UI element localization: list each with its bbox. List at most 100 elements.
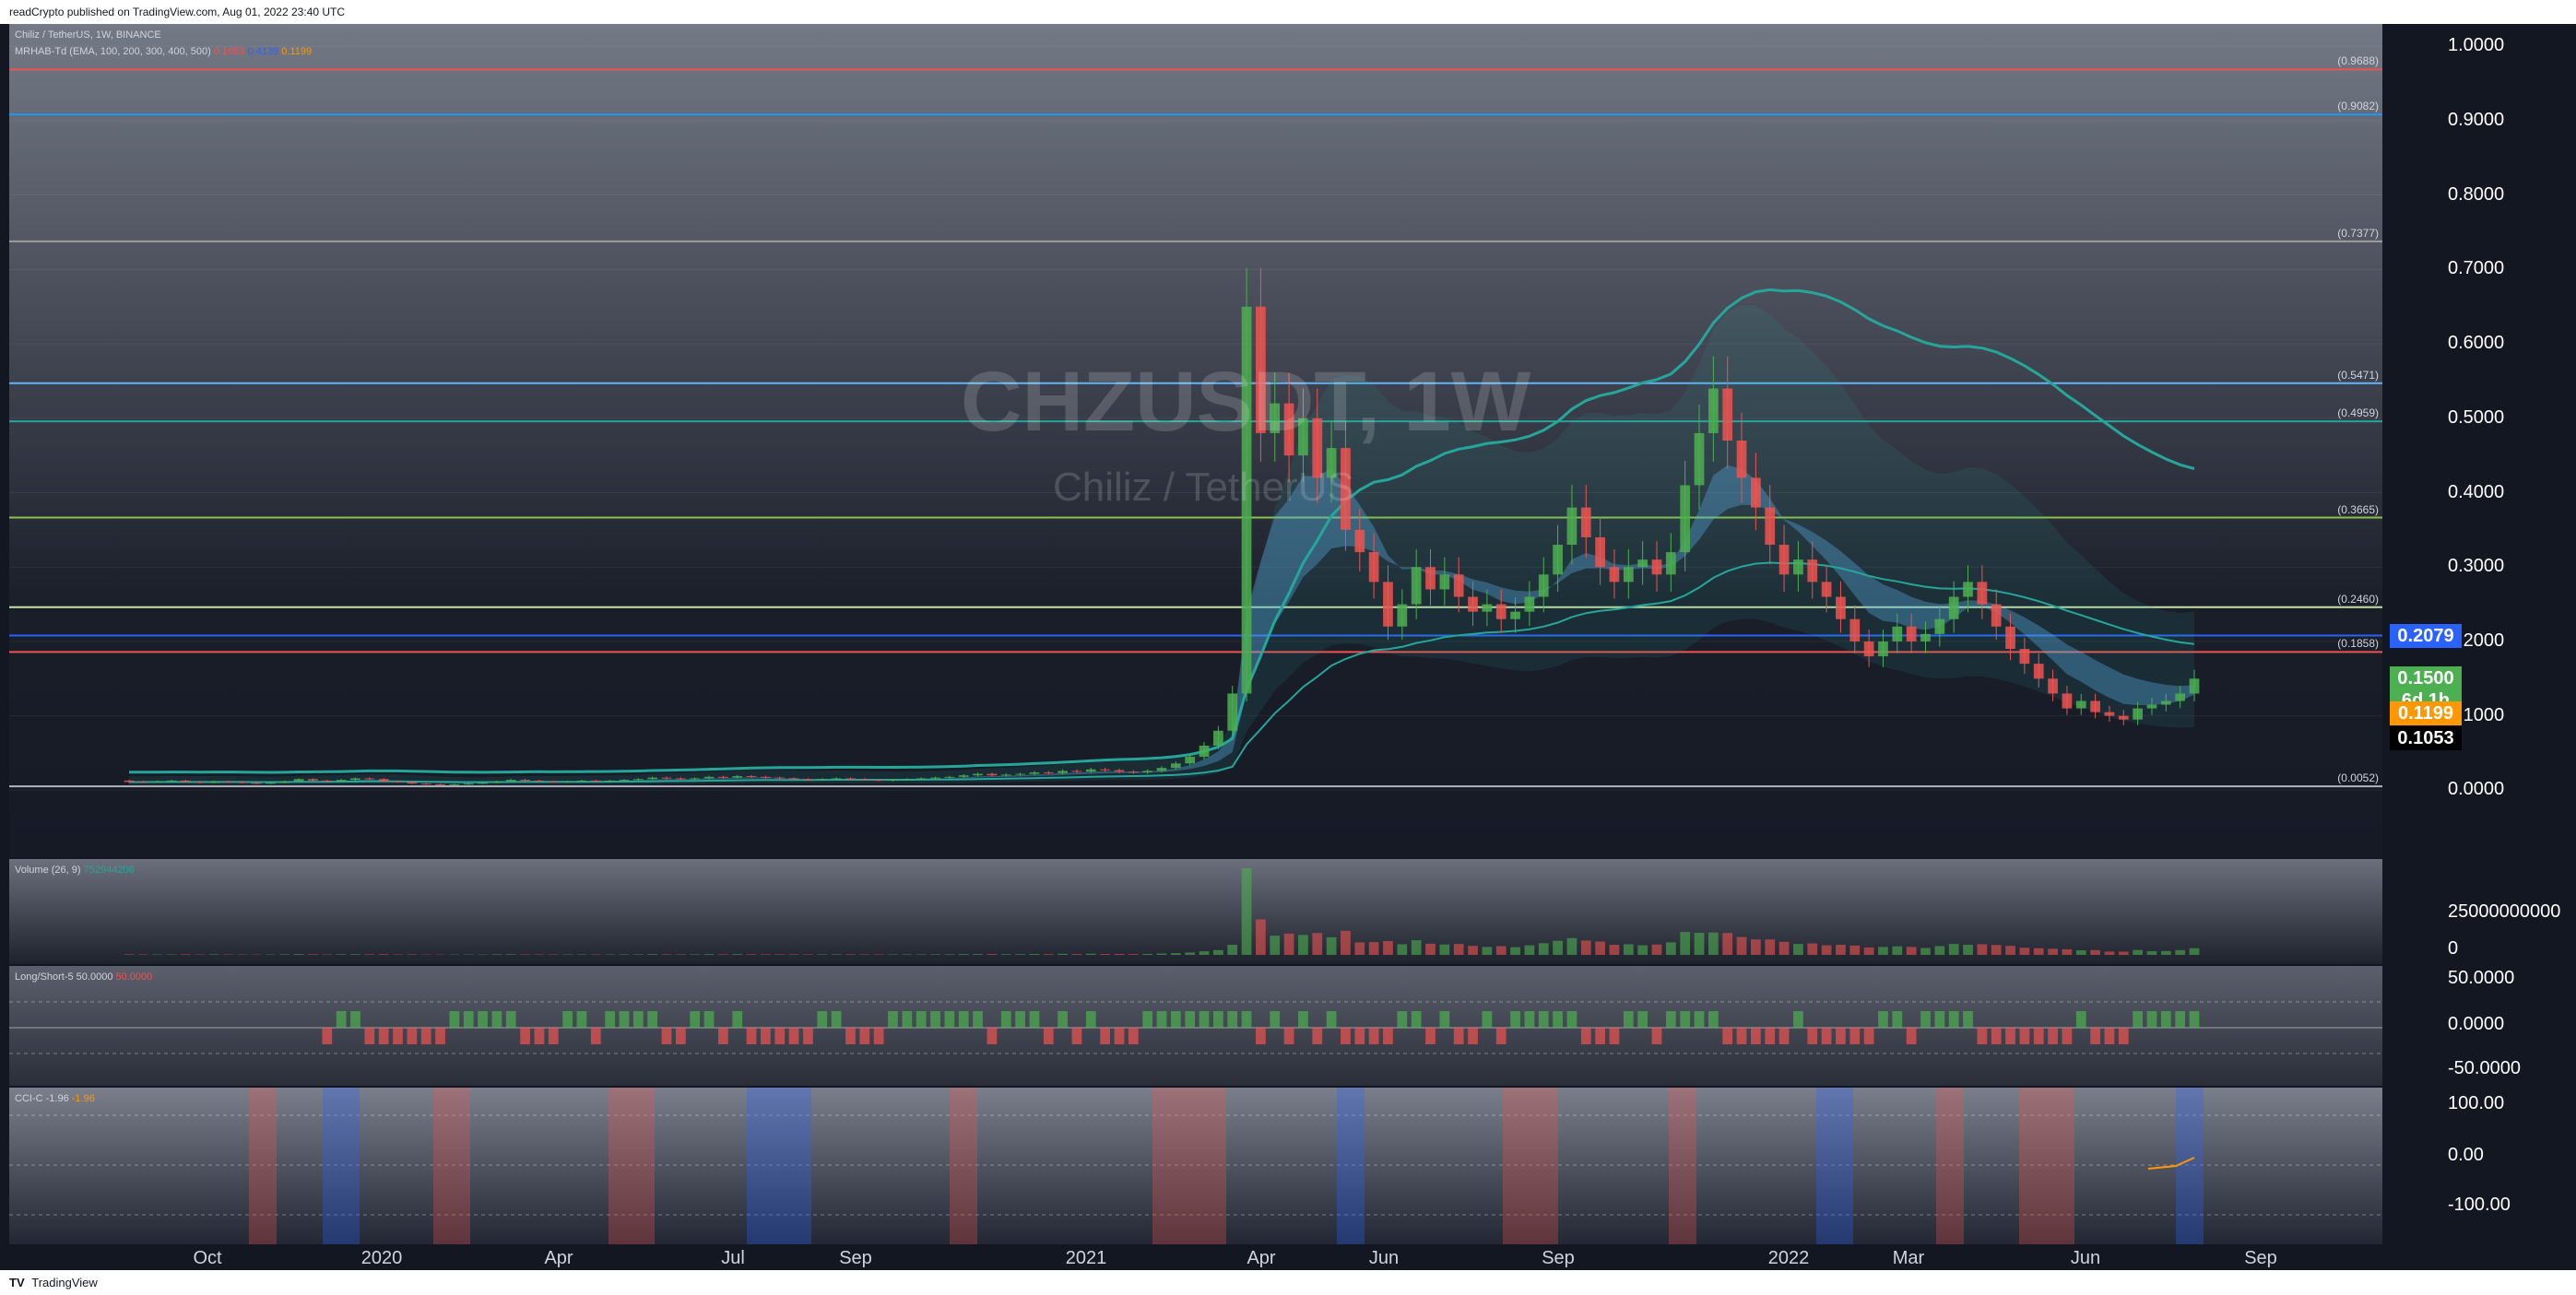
volume-bar (1751, 939, 1761, 955)
candle-body (1043, 771, 1054, 773)
candle-body (137, 781, 148, 783)
candle-body (195, 782, 206, 783)
volume-legend[interactable]: Volume (26, 9) 752944206 (15, 865, 135, 876)
tradingview-logo-icon[interactable]: TV (9, 1276, 25, 1289)
ls-bar (420, 1028, 431, 1044)
volume-bar (1439, 944, 1450, 955)
volume-bar (1058, 953, 1068, 955)
candle-body (774, 777, 786, 779)
ls-bar (2005, 1028, 2015, 1044)
volume-bar (1114, 953, 1125, 955)
volume-bar (378, 954, 389, 955)
candle-body (223, 781, 233, 783)
ls-bar (1015, 1011, 1025, 1028)
volume-bar (2104, 951, 2115, 955)
ls-bar (987, 1028, 998, 1044)
ls-bar (1298, 1011, 1308, 1028)
time-axis[interactable]: Oct 2020 Apr Jul Sep 2021 Apr Jun Sep 2022 Mar Jun S… (0, 1244, 2382, 1270)
long-short-pane[interactable] (9, 966, 2382, 1086)
candle-body (590, 780, 601, 782)
ls-bar (1836, 1028, 1846, 1044)
cci-pane[interactable] (9, 1088, 2382, 1244)
volume-chart-svg[interactable] (9, 859, 2382, 964)
volume-bar (1128, 954, 1139, 955)
candle-body (1368, 552, 1379, 583)
brand-name[interactable]: TradingView (31, 1276, 98, 1289)
volume-bar (1651, 944, 1662, 955)
price-pane[interactable] (9, 24, 2382, 857)
volume-bar (1665, 942, 1676, 955)
time-axis-tick: 2022 (1767, 1248, 1810, 1268)
volume-bar (1354, 942, 1365, 955)
ls-bar (1637, 1011, 1648, 1028)
cci-legend[interactable]: CCI-C -1.96 -1.96 (15, 1093, 95, 1104)
ls-bar (1580, 1028, 1591, 1044)
ls-bar (1482, 1011, 1493, 1028)
candle-body (491, 781, 502, 783)
fib-level-label: (0.7377) (2337, 226, 2379, 240)
candle-body (1439, 574, 1450, 590)
volume-bar (1906, 947, 1917, 955)
main-legend[interactable]: Chiliz / TetherUS, 1W, BINANCE (15, 29, 161, 41)
volume-bar (308, 954, 318, 955)
ls-bar (1948, 1011, 1959, 1028)
ls-legend[interactable]: Long/Short-5 50.0000 50.0000 (15, 971, 152, 983)
volume-bar (1977, 944, 1988, 955)
candle-body (1963, 582, 1973, 597)
ls-bar (1312, 1028, 1323, 1044)
candle-body (1510, 611, 1520, 619)
ls-bar (548, 1028, 559, 1044)
volume-bar (1765, 939, 1776, 955)
chart-area[interactable]: CHZUSDT, 1W Chiliz / TetherUS Chiliz / T… (0, 24, 2576, 1270)
volume-bar (1411, 940, 1422, 955)
price-axis[interactable]: 1.0000 0.9000 0.8000 0.7000 0.6000 0.5000 0.40… (2382, 24, 2576, 1244)
volume-bar (1920, 948, 1931, 955)
volume-bar (1892, 946, 1903, 955)
volume-bar (2033, 948, 2044, 955)
price-axis-tick: 0.5000 (2448, 406, 2505, 428)
volume-pane[interactable] (9, 859, 2382, 964)
ls-bar (435, 1028, 445, 1044)
ls-bar (407, 1028, 418, 1044)
cci-chart-svg[interactable] (9, 1088, 2382, 1244)
volume-bar (1991, 945, 2002, 955)
volume-bar (1043, 954, 1054, 955)
price-axis-tick: 0.3000 (2448, 556, 2505, 577)
volume-bar (1256, 919, 1266, 955)
volume-bar (1100, 954, 1110, 955)
candle-body (1623, 567, 1634, 583)
volume-bar (1680, 932, 1691, 955)
candle-body (1283, 403, 1294, 456)
time-axis-tick: Apr (1247, 1248, 1276, 1268)
candle-body (2075, 700, 2086, 709)
price-axis-tick: 0.9000 (2448, 109, 2505, 130)
candle-body (1256, 306, 1266, 433)
volume-bar (2062, 948, 2073, 955)
volume-bar (491, 954, 502, 955)
ls-bar (1510, 1011, 1520, 1028)
cci-axis-tick: 100.00 (2448, 1093, 2505, 1113)
ls-bar (1170, 1011, 1181, 1028)
ls-bar (1849, 1028, 1861, 1044)
price-chart-svg[interactable] (9, 24, 2382, 857)
candle-body (2005, 626, 2015, 649)
ls-bar (590, 1028, 601, 1044)
candle-body (761, 776, 771, 778)
mrhab-legend[interactable]: MRHAB-Td (EMA, 100, 200, 300, 400, 500) … (15, 46, 312, 57)
candle-body (1298, 418, 1308, 456)
volume-bar (774, 954, 786, 955)
candle-body (888, 780, 898, 782)
upper-envelope-line (129, 288, 2195, 774)
ls-bar (661, 1028, 672, 1044)
volume-bar (520, 954, 530, 955)
published-text: readCrypto published on TradingView.com,… (9, 6, 346, 18)
candle-body (1553, 545, 1563, 575)
ls-bar (873, 1028, 884, 1044)
ls-bar (2160, 1011, 2171, 1028)
long-short-chart-svg[interactable] (9, 966, 2382, 1086)
candle-body (944, 776, 955, 778)
ls-bar (1397, 1011, 1408, 1028)
ls-bar (1892, 1011, 1903, 1028)
ls-bar (1863, 1028, 1874, 1044)
candle-body (1015, 773, 1025, 775)
